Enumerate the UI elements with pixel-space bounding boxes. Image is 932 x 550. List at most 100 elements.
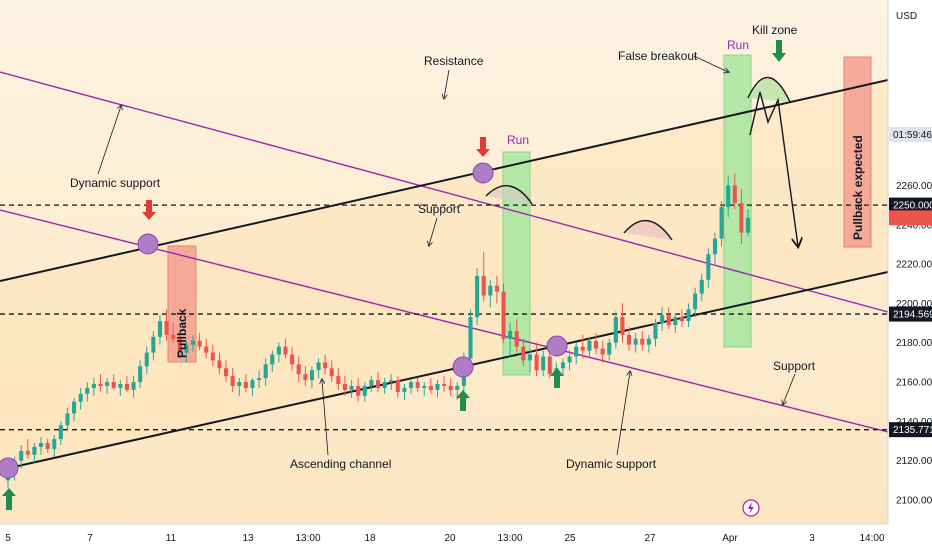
candle (739, 189, 744, 245)
price-level-box: 2250.000 (889, 197, 932, 213)
price-axis[interactable] (888, 0, 932, 550)
candle (283, 338, 288, 359)
candle (65, 407, 70, 432)
candle (607, 338, 612, 361)
candle (237, 378, 242, 396)
x-tick-label: 11 (166, 533, 177, 544)
candle (541, 350, 546, 377)
price-level-label: 2250.000 (893, 201, 932, 212)
y-tick-label: 2200.000 (896, 299, 932, 310)
candle (296, 356, 301, 383)
x-tick-label: 25 (564, 533, 576, 544)
x-tick-label: Apr (722, 533, 738, 544)
candle (38, 437, 44, 455)
hump-mid (485, 185, 533, 205)
label-pullback-left: Pullback (175, 308, 189, 358)
candle (85, 382, 90, 402)
candle (138, 360, 143, 388)
candle (342, 376, 348, 396)
candle (706, 248, 711, 288)
candle (521, 338, 526, 367)
candle (362, 382, 367, 402)
price-level-label: 2194.569 (893, 310, 932, 321)
arrow-down-icon (772, 40, 786, 62)
candle (666, 307, 671, 329)
candle (395, 376, 400, 398)
label-run-mid: Run (507, 133, 529, 147)
x-tick-label: 20 (444, 533, 456, 544)
candle (488, 279, 493, 308)
x-tick-label: 7 (87, 533, 93, 544)
candle (389, 374, 394, 390)
candle (131, 376, 136, 398)
candle (514, 319, 519, 353)
candle (408, 380, 414, 394)
arrow-down-icon (476, 137, 490, 157)
candle (679, 309, 684, 327)
touch-marker-2 (137, 233, 159, 255)
candle (243, 374, 248, 392)
candle (574, 342, 579, 365)
candle (428, 378, 433, 394)
candle (719, 201, 724, 247)
candle (580, 334, 585, 359)
candle (19, 444, 24, 469)
candle (593, 332, 599, 355)
candle (745, 209, 751, 237)
arrow-up-icon (550, 368, 564, 388)
x-tick-label: 3 (809, 533, 815, 544)
candle (712, 232, 718, 265)
candle (263, 358, 268, 386)
x-tick-label: 14:00 (859, 533, 884, 544)
countdown-label: 01:59:46 (893, 130, 932, 141)
candle (197, 332, 202, 351)
candle (660, 307, 665, 331)
candle (151, 330, 156, 361)
candle (600, 340, 605, 363)
channel-lower-line (0, 271, 888, 471)
candle (105, 378, 110, 394)
candle (52, 435, 57, 457)
x-tick-label: 18 (364, 533, 376, 544)
currency-label: USD (896, 11, 917, 22)
label-false-breakout: False breakout (618, 49, 698, 63)
candle (111, 374, 116, 390)
price-level-box: 2194.569 (889, 306, 932, 322)
label-resistance: Resistance (424, 54, 484, 68)
candle (534, 342, 539, 377)
candle (45, 439, 50, 453)
candle (290, 346, 295, 371)
pointer-support-right (783, 373, 796, 404)
countdown-box: 01:59:46 (889, 127, 932, 142)
candle (78, 387, 83, 410)
candle (613, 311, 618, 349)
candle (72, 397, 77, 422)
label-kill-zone: Kill zone (752, 23, 798, 37)
candle (369, 376, 374, 392)
candle (217, 352, 222, 375)
candle (309, 366, 314, 388)
candle (646, 334, 651, 353)
candle (164, 309, 169, 341)
label-support-mid: Support (418, 202, 461, 216)
x-tick-label: 13 (242, 533, 254, 544)
candle (481, 252, 486, 302)
current-price-box (889, 210, 932, 226)
candle (494, 275, 499, 304)
time-axis[interactable] (0, 524, 932, 550)
candle (673, 313, 678, 333)
label-dynamic-support-left: Dynamic support (70, 176, 161, 190)
label-pullback-expected: Pullback expected (851, 135, 865, 240)
candle (448, 378, 453, 396)
lightning-icon[interactable] (742, 499, 760, 517)
y-tick-label: 2160.000 (896, 378, 932, 389)
candle (336, 368, 341, 390)
touch-marker-5 (546, 335, 568, 357)
candle (620, 303, 625, 343)
candle (303, 366, 308, 386)
candle (210, 344, 215, 367)
candle (316, 358, 321, 379)
candle (627, 326, 632, 351)
candle (91, 378, 96, 396)
